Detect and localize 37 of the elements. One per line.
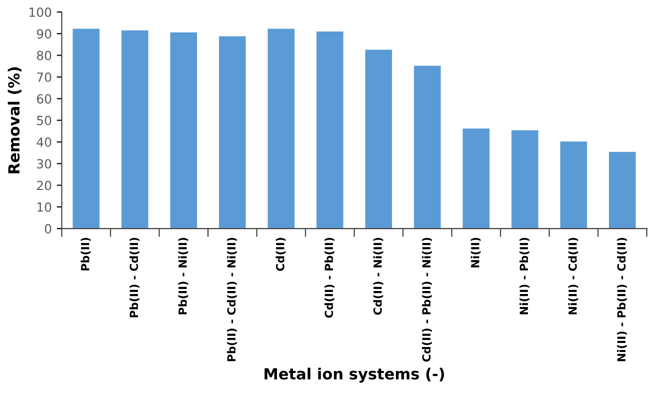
x-tick-label: Pb(II) — [80, 238, 91, 270]
bar — [121, 30, 148, 229]
y-tick-label: 40 — [36, 137, 52, 147]
x-tick-label: Ni(II) - Pb(II) — [520, 238, 530, 314]
y-tick-label: 50 — [37, 116, 52, 126]
bar — [365, 50, 392, 229]
x-tick-label: Ni(II) - Cd(II) — [568, 238, 578, 314]
x-tick-label: Cd(II) — [276, 238, 286, 271]
bar — [268, 28, 295, 229]
y-tick-label: 80 — [36, 50, 52, 60]
x-tick-label: Cd(II) - Pb(II) - Ni(II) — [422, 238, 432, 362]
bar — [414, 66, 441, 229]
y-tick-label: 20 — [37, 180, 52, 190]
x-tick-label: Pb(II) - Cd(II) - Ni(II) — [227, 238, 237, 362]
bar — [316, 32, 344, 229]
bar — [560, 142, 588, 229]
y-tick-label: 90 — [36, 29, 52, 39]
x-tick-label: Ni(II) — [470, 238, 481, 268]
bar — [170, 32, 198, 229]
y-axis-title: Removal (%) — [8, 67, 22, 174]
x-tick-label: Pb(II) - Ni(II) — [178, 238, 188, 314]
y-tick-label: 60 — [36, 94, 52, 104]
y-tick-label: 0 — [44, 224, 52, 234]
x-axis-title: Metal ion systems (-) — [264, 368, 444, 383]
bar — [608, 152, 636, 229]
x-tick-label: Pb(II) - Cd(II) — [130, 238, 140, 318]
bar — [218, 36, 246, 229]
bar — [511, 130, 538, 229]
y-tick-label: 70 — [37, 72, 52, 82]
bar — [462, 128, 490, 229]
x-tick-label: Cd(II) - Pb(II) — [324, 238, 334, 318]
x-tick-label: Cd(II) - Ni(II) — [373, 238, 384, 315]
x-tick-label: Ni(II) - Pb(II) - Cd(II) — [617, 238, 627, 362]
y-tick-label: 100 — [30, 8, 52, 17]
y-tick-label: 30 — [37, 159, 52, 169]
bar — [72, 28, 100, 229]
y-tick-label: 10 — [37, 202, 52, 212]
